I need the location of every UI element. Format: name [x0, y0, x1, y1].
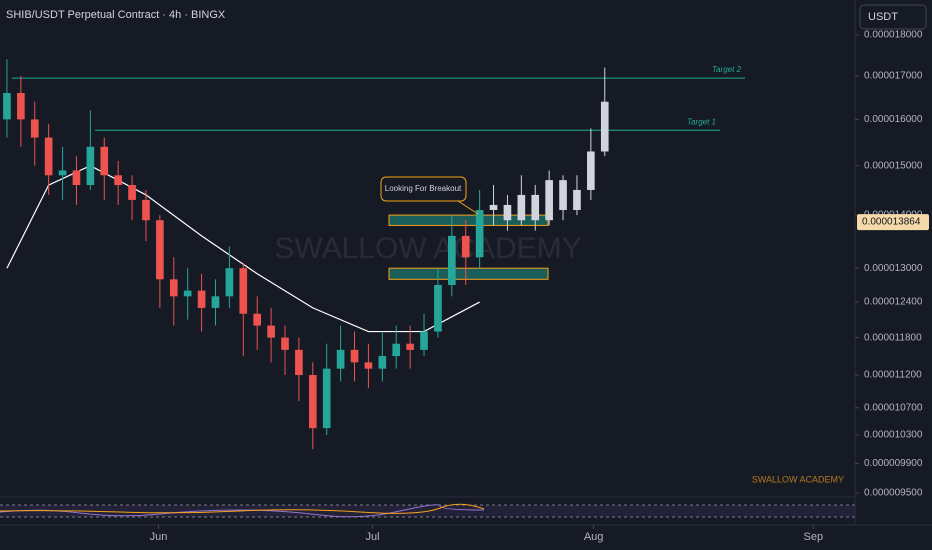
signature: SWALLOW ACADEMY [752, 474, 844, 484]
oscillator-line [0, 504, 485, 518]
candle-body [114, 175, 122, 186]
candle-body [197, 290, 206, 308]
x-tick-label: Sep [804, 531, 824, 543]
y-tick-label: 0.000017000 [864, 71, 923, 82]
chart-title: SHIB/USDT Perpetual Contract · 4h · BING… [6, 9, 226, 21]
candle-body [448, 235, 456, 285]
candle-body [600, 101, 609, 152]
callout-text: Looking For Breakout [385, 184, 462, 193]
y-tick-label: 0.000010300 [864, 430, 923, 441]
candle-body [183, 290, 192, 297]
x-tick-label: Aug [584, 531, 604, 543]
x-tick-label: Jun [150, 531, 168, 543]
callout: Looking For Breakout [380, 176, 479, 215]
candle-body [17, 93, 25, 120]
candle-body [503, 204, 512, 221]
candle-body [336, 349, 345, 369]
callout-pointer [457, 200, 479, 215]
y-tick-label: 0.000010700 [864, 402, 923, 413]
candle-body [531, 194, 540, 221]
currency-label[interactable]: USDT [868, 11, 898, 23]
candle-body [211, 296, 220, 308]
candle-body [378, 356, 387, 369]
candle-body [489, 204, 498, 211]
candle-body [517, 194, 526, 221]
y-tick-label: 0.000012400 [864, 297, 923, 308]
y-tick-label: 0.000018000 [864, 30, 923, 41]
callout-box [380, 176, 467, 202]
candle-body [322, 368, 331, 429]
y-tick-label: 0.000009900 [864, 458, 923, 469]
candle-body [587, 151, 595, 190]
candle-body [156, 220, 164, 280]
candle-body [434, 284, 442, 332]
candle-body [58, 170, 67, 176]
y-tick-label: 0.000013000 [864, 263, 923, 274]
x-tick-label: Jul [366, 531, 380, 543]
zone [388, 214, 549, 226]
candle-body [253, 313, 262, 326]
y-tick-label: 0.000009500 [864, 488, 923, 499]
candle-body [239, 268, 248, 314]
candle-body [420, 331, 428, 350]
y-tick-label: 0.000016000 [864, 114, 923, 125]
candle-body [72, 170, 81, 186]
last-price-label: 0.000013864 [862, 217, 921, 228]
candle-body [295, 349, 303, 376]
candle-body [308, 375, 317, 429]
candle-body [392, 343, 401, 357]
candle-body [30, 119, 39, 138]
candle-body [86, 146, 95, 186]
candle-body [225, 268, 234, 297]
candle-body [44, 137, 53, 176]
candle-body [573, 189, 581, 211]
currency-button[interactable] [859, 4, 927, 30]
y-tick-label: 0.000011200 [864, 370, 922, 381]
target-label: Target 2 [712, 65, 742, 74]
zone [388, 267, 549, 280]
candle-body [350, 349, 359, 363]
candle-body [100, 146, 109, 176]
candle-body [142, 199, 150, 221]
watermark: SWALLOW ACADEMY [274, 232, 581, 265]
candle-body [169, 279, 178, 297]
target-label: Target 1 [687, 117, 716, 126]
candle-body [406, 343, 414, 350]
y-tick-label: 0.000015000 [864, 160, 923, 171]
last-price-tag [857, 214, 929, 231]
candle-body [475, 210, 484, 258]
candle-body [559, 180, 567, 211]
oscillator-signal [0, 503, 485, 514]
candle-body [364, 362, 373, 369]
candle-body [3, 93, 11, 120]
candle-body [461, 235, 470, 258]
candle-body [545, 180, 553, 221]
y-tick-label: 0.000011800 [864, 332, 922, 343]
candle-body [128, 185, 136, 200]
candle-body [281, 337, 289, 350]
candle-body [267, 325, 275, 338]
